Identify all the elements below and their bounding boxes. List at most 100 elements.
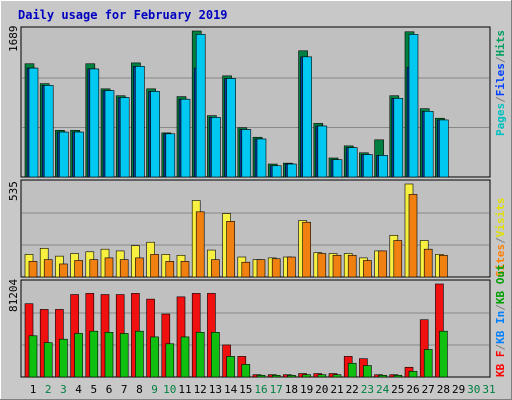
x-tick-label: 10 bbox=[163, 383, 176, 396]
legend-visits: Sites/Visits bbox=[494, 198, 507, 278]
x-tick-label: 22 bbox=[346, 383, 359, 396]
kbout-bar bbox=[150, 336, 159, 378]
kbout-bar bbox=[89, 330, 99, 378]
x-tick-label: 14 bbox=[224, 383, 238, 396]
x-tick-label: 16 bbox=[254, 383, 267, 396]
pages-bar bbox=[378, 155, 388, 178]
x-tick-label: 7 bbox=[121, 383, 128, 396]
kbout-bar bbox=[74, 333, 83, 378]
sites-bar bbox=[363, 260, 372, 278]
legend-hits: Pages/Files/Hits bbox=[494, 30, 507, 136]
sites-bar bbox=[317, 253, 327, 278]
x-tick-label: 1 bbox=[30, 383, 37, 396]
x-tick-label: 30 bbox=[467, 383, 480, 396]
sites-bar bbox=[378, 250, 387, 278]
pages-bar bbox=[271, 165, 282, 178]
pages-bar bbox=[241, 129, 252, 178]
pages-bar bbox=[287, 163, 297, 178]
sites-bar bbox=[347, 254, 357, 278]
pages-bar bbox=[104, 90, 115, 178]
x-tick-label: 11 bbox=[178, 383, 191, 396]
pages-bar bbox=[119, 97, 130, 178]
x-tick-label: 9 bbox=[151, 383, 158, 396]
visits-ymax-label: 535 bbox=[7, 181, 20, 201]
x-tick-label: 8 bbox=[136, 383, 143, 396]
sites-bar bbox=[211, 259, 220, 278]
pages-bar bbox=[135, 66, 145, 178]
pages-bar bbox=[408, 34, 419, 178]
pages-bar bbox=[59, 131, 69, 178]
hits-ymax-label: 1689 bbox=[7, 26, 20, 53]
kbout-bar bbox=[135, 330, 144, 378]
x-tick-label: 2 bbox=[45, 383, 52, 396]
sites-bar bbox=[59, 263, 68, 278]
kbout-bar bbox=[439, 330, 448, 378]
x-tick-label: 12 bbox=[194, 383, 207, 396]
sites-bar bbox=[165, 261, 175, 278]
x-tick-label: 26 bbox=[406, 383, 419, 396]
x-tick-label: 18 bbox=[285, 383, 298, 396]
x-tick-label: 5 bbox=[90, 383, 97, 396]
sites-bar bbox=[74, 260, 83, 278]
x-tick-label: 6 bbox=[106, 383, 113, 396]
pages-bar bbox=[363, 154, 373, 178]
x-tick-label: 20 bbox=[315, 383, 328, 396]
pages-bar bbox=[211, 117, 221, 178]
kbout-bar bbox=[287, 374, 296, 378]
sites-bar bbox=[226, 221, 235, 278]
x-tick-label: 29 bbox=[452, 383, 465, 396]
kbout-bar bbox=[393, 374, 403, 378]
sites-bar bbox=[408, 194, 418, 278]
x-tick-label: 17 bbox=[270, 383, 283, 396]
pages-bar bbox=[43, 85, 54, 178]
kbout-bar bbox=[211, 332, 220, 378]
kbout-bar bbox=[119, 333, 129, 378]
kbout-bar bbox=[180, 336, 190, 378]
pages-bar bbox=[317, 125, 328, 178]
x-tick-label: 15 bbox=[239, 383, 252, 396]
panel-kbytes bbox=[20, 279, 491, 378]
pages-bar bbox=[226, 78, 236, 178]
sites-bar bbox=[195, 211, 205, 278]
x-tick-label: 3 bbox=[60, 383, 67, 396]
x-tick-label: 24 bbox=[376, 383, 390, 396]
pages-bar bbox=[180, 98, 191, 178]
sites-bar bbox=[104, 257, 114, 278]
kbout-bar bbox=[165, 343, 175, 378]
sites-bar bbox=[332, 254, 342, 278]
kbout-bar bbox=[226, 356, 235, 378]
pages-bar bbox=[74, 131, 84, 178]
sites-bar bbox=[439, 254, 448, 278]
kbout-bar bbox=[28, 335, 38, 378]
pages-bar bbox=[423, 111, 434, 178]
x-tick-label: 13 bbox=[209, 383, 222, 396]
kbout-bar bbox=[195, 332, 205, 378]
x-tick-label: 27 bbox=[422, 383, 435, 396]
x-tick-label: 31 bbox=[482, 383, 495, 396]
pages-bar bbox=[332, 159, 343, 178]
sites-bar bbox=[271, 258, 281, 278]
sites-bar bbox=[150, 254, 159, 278]
pages-bar bbox=[28, 67, 39, 178]
kbout-bar bbox=[332, 374, 342, 378]
sites-bar bbox=[256, 259, 266, 278]
kbout-bar bbox=[423, 349, 433, 378]
sites-bar bbox=[89, 259, 99, 278]
x-tick-label: 25 bbox=[391, 383, 404, 396]
pages-bar bbox=[89, 68, 100, 178]
legend-kbytes: KB F/KB In/KB Out bbox=[494, 264, 507, 377]
kbout-bar bbox=[317, 374, 327, 378]
pages-bar bbox=[393, 98, 404, 178]
pages-bar bbox=[439, 119, 449, 178]
sites-bar bbox=[302, 221, 311, 278]
pages-bar bbox=[165, 133, 176, 178]
sites-bar bbox=[393, 240, 403, 278]
sites-bar bbox=[135, 257, 144, 278]
kbout-bar bbox=[59, 338, 68, 378]
sites-bar bbox=[119, 259, 129, 278]
chart-title: Daily usage for February 2019 bbox=[18, 8, 228, 22]
kbout-bar bbox=[302, 374, 311, 378]
sites-bar bbox=[423, 248, 433, 278]
kbout-bar bbox=[271, 374, 281, 378]
x-tick-label: 4 bbox=[75, 383, 82, 396]
